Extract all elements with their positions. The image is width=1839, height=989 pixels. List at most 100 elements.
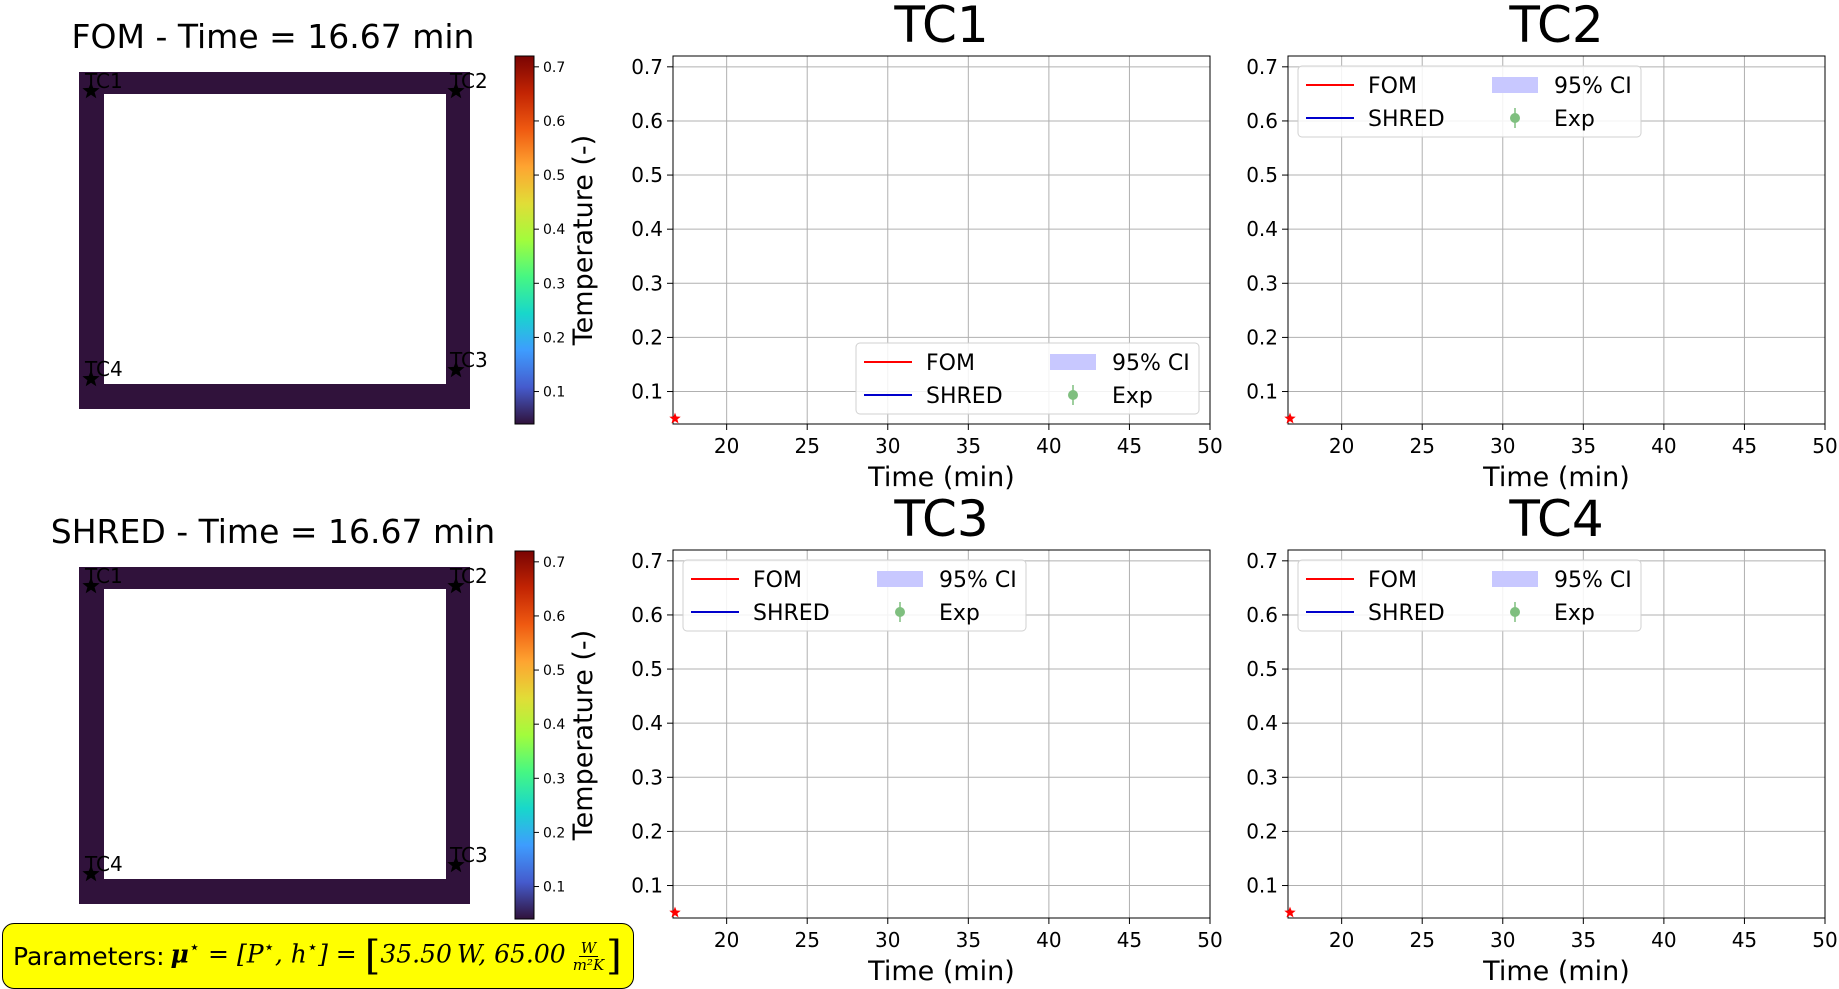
legend-exp-swatch (1510, 113, 1520, 123)
y-tick-label: 0.2 (631, 819, 663, 843)
legend-shred-label: SHRED (1368, 601, 1445, 626)
legend-exp-label: Exp (939, 601, 980, 626)
x-tick-label: 20 (714, 434, 739, 458)
tc-star-4 (82, 370, 100, 387)
tc-label-4: TC4 (84, 852, 123, 876)
colorbar-tick-label: 0.4 (543, 717, 565, 733)
x-tick-label: 20 (1329, 928, 1354, 952)
tc-star-4 (82, 865, 100, 882)
y-tick-label: 0.4 (631, 217, 663, 241)
field-panel-2: SHRED - Time = 16.67 min TC1 TC2 TC3 TC4 0.1 0… (51, 512, 599, 920)
legend: FOM SHRED 95% CI Exp (855, 342, 1200, 415)
x-axis-label: Time (min) (1482, 956, 1630, 987)
y-tick-label: 0.6 (631, 109, 663, 133)
data-marker (669, 906, 681, 918)
x-tick-label: 30 (1490, 928, 1515, 952)
x-tick-label: 25 (794, 434, 819, 458)
y-tick-label: 0.7 (1246, 549, 1278, 573)
x-tick-label: 45 (1117, 434, 1142, 458)
chart-tc2: TC2 20 25 30 35 40 45 50 0.1 0.2 0.3 0.4 0.5 0.6 0.7 Ti… (1246, 0, 1838, 493)
tc-star-3 (447, 361, 465, 378)
data-marker (669, 412, 681, 424)
y-tick-label: 0.5 (631, 163, 663, 187)
data-marker (1284, 906, 1296, 918)
x-tick-label: 50 (1197, 434, 1222, 458)
y-tick-label: 0.5 (1246, 163, 1278, 187)
tc-star-3 (447, 856, 465, 873)
x-tick-label: 50 (1197, 928, 1222, 952)
x-tick-label: 45 (1732, 434, 1757, 458)
legend-ci-swatch (1492, 571, 1538, 587)
legend-shred-label: SHRED (753, 601, 830, 626)
x-tick-label: 25 (794, 928, 819, 952)
x-tick-label: 30 (1490, 434, 1515, 458)
x-tick-label: 45 (1117, 928, 1142, 952)
data-marker (1284, 412, 1296, 424)
tc-star-2 (447, 82, 465, 99)
y-tick-label: 0.3 (1246, 765, 1278, 789)
chart-title: TC1 (893, 0, 988, 54)
tc-label-3: TC3 (449, 348, 488, 372)
p-unit: W (456, 939, 479, 969)
tc-label-1: TC1 (84, 564, 123, 588)
x-tick-label: 25 (1409, 434, 1434, 458)
colorbar-tick-label: 0.7 (543, 555, 565, 571)
y-tick-label: 0.1 (631, 874, 663, 898)
legend: FOM SHRED 95% CI Exp (1297, 65, 1642, 138)
colorbar (514, 55, 535, 425)
tc-star-1 (82, 82, 100, 99)
y-tick-label: 0.6 (631, 603, 663, 627)
x-tick-label: 30 (875, 928, 900, 952)
tc-star-1 (82, 577, 100, 594)
x-tick-label: 35 (1571, 928, 1596, 952)
colorbar-tick-label: 0.5 (543, 168, 565, 184)
y-tick-label: 0.4 (1246, 217, 1278, 241)
y-tick-label: 0.3 (1246, 271, 1278, 295)
colorbar-tick-label: 0.6 (543, 114, 565, 130)
x-tick-label: 40 (1651, 434, 1676, 458)
legend-fom-label: FOM (753, 568, 802, 593)
colorbar-label: Temperature (-) (568, 630, 599, 841)
legend-fom-label: FOM (1368, 568, 1417, 593)
colorbar-tick-label: 0.1 (543, 880, 565, 896)
x-axis-label: Time (min) (1482, 462, 1630, 493)
legend-fom-label: FOM (926, 351, 975, 376)
y-tick-label: 0.7 (631, 55, 663, 79)
legend-exp-label: Exp (1554, 107, 1595, 132)
chart-tc3: TC3 20 25 30 35 40 45 50 0.1 0.2 0.3 0.4 0.5 0.6 0.7 Ti… (631, 490, 1223, 987)
colorbar-tick-label: 0.3 (543, 771, 565, 787)
chart-title: TC3 (893, 490, 988, 548)
colorbar-tick-label: 0.2 (543, 330, 565, 346)
y-tick-label: 0.4 (1246, 711, 1278, 735)
y-tick-label: 0.2 (631, 325, 663, 349)
tc-label-4: TC4 (84, 357, 123, 381)
chart-tc4: TC4 20 25 30 35 40 45 50 0.1 0.2 0.3 0.4 0.5 0.6 0.7 Ti… (1246, 490, 1838, 987)
y-tick-label: 0.7 (1246, 55, 1278, 79)
plot-frame (1287, 55, 1826, 425)
chart-title: TC2 (1508, 0, 1603, 54)
y-tick-label: 0.6 (1246, 603, 1278, 627)
x-axis-label: Time (min) (867, 956, 1015, 987)
tc-label-2: TC2 (449, 69, 488, 93)
y-tick-label: 0.4 (631, 711, 663, 735)
x-tick-label: 40 (1651, 928, 1676, 952)
x-axis-label: Time (min) (867, 462, 1015, 493)
y-tick-label: 0.5 (1246, 657, 1278, 681)
field-panel-1: FOM - Time = 16.67 min TC1 TC2 TC3 TC4 0.1 0.2… (72, 17, 599, 425)
parameters-box: Parameters: μ⋆ = [P⋆, h⋆] = [35.50 W, 65… (2, 923, 634, 989)
legend-exp-label: Exp (1112, 384, 1153, 409)
x-tick-label: 35 (956, 434, 981, 458)
y-tick-label: 0.3 (631, 271, 663, 295)
x-tick-label: 35 (1571, 434, 1596, 458)
x-tick-label: 20 (1329, 434, 1354, 458)
legend-ci-label: 95% CI (939, 568, 1017, 593)
h-value: 65.00 (494, 939, 566, 969)
legend-box (1297, 65, 1642, 138)
legend-exp-label: Exp (1554, 601, 1595, 626)
chart-tc1: TC1 20 25 30 35 40 45 50 0.1 0.2 0.3 0.4 0.5 0.6 0.7 Ti… (631, 0, 1223, 493)
legend: FOM SHRED 95% CI Exp (682, 559, 1027, 632)
x-tick-label: 30 (875, 434, 900, 458)
